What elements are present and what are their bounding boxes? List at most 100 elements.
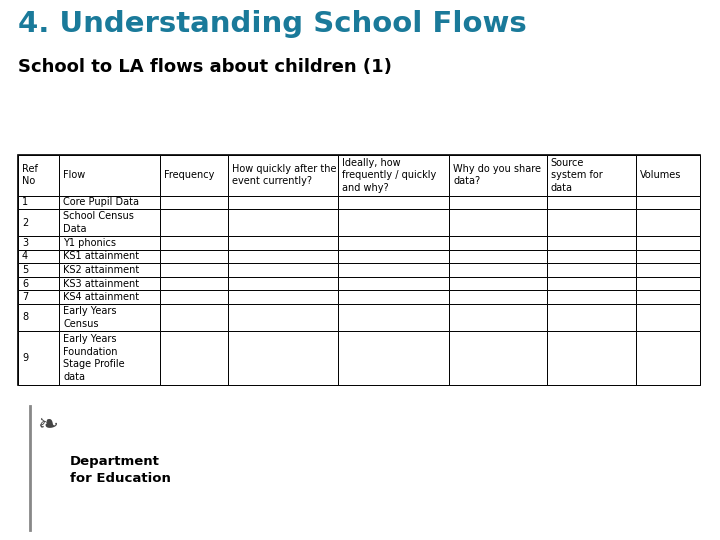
Bar [18, 209, 59, 236]
Text: ❧: ❧ [37, 413, 58, 437]
Bar [18, 263, 59, 277]
Text: 2: 2 [22, 218, 28, 228]
Bar [546, 195, 636, 209]
Bar [546, 249, 636, 263]
Bar [338, 195, 449, 209]
Bar [338, 263, 449, 277]
Bar [449, 155, 546, 195]
Bar [546, 291, 636, 304]
Bar [636, 331, 700, 385]
Text: KS3 attainment: KS3 attainment [63, 279, 139, 288]
Bar [449, 304, 546, 331]
Bar [59, 209, 161, 236]
Bar [546, 304, 636, 331]
Bar [161, 236, 228, 249]
Bar [546, 209, 636, 236]
Bar [546, 236, 636, 249]
Text: Ref
No: Ref No [22, 164, 38, 186]
Text: 7: 7 [22, 292, 28, 302]
Bar [546, 331, 636, 385]
Text: Source
system for
data: Source system for data [551, 158, 603, 193]
Text: Department
for Education: Department for Education [70, 455, 171, 484]
Bar [338, 155, 449, 195]
Bar [338, 304, 449, 331]
Bar [338, 291, 449, 304]
Bar [18, 249, 59, 263]
Bar [59, 236, 161, 249]
Bar [449, 209, 546, 236]
Bar [59, 155, 161, 195]
Text: Volumes: Volumes [640, 170, 682, 180]
Bar [228, 209, 338, 236]
Bar [338, 249, 449, 263]
Text: Flow: Flow [63, 170, 86, 180]
Text: Frequency: Frequency [164, 170, 215, 180]
Text: 9: 9 [22, 353, 28, 363]
Text: KS4 attainment: KS4 attainment [63, 292, 139, 302]
Bar [449, 291, 546, 304]
Bar [228, 195, 338, 209]
Bar [161, 331, 228, 385]
Bar [636, 155, 700, 195]
Bar [161, 249, 228, 263]
Bar [338, 277, 449, 291]
Bar [161, 263, 228, 277]
Bar [228, 263, 338, 277]
Bar [59, 195, 161, 209]
Bar [228, 291, 338, 304]
Text: KS1 attainment: KS1 attainment [63, 252, 139, 261]
Bar [338, 331, 449, 385]
Text: Early Years
Foundation
Stage Profile
data: Early Years Foundation Stage Profile dat… [63, 334, 125, 382]
Bar [59, 249, 161, 263]
Bar [636, 291, 700, 304]
Bar [18, 304, 59, 331]
Bar [636, 263, 700, 277]
Bar [636, 209, 700, 236]
Bar [161, 155, 228, 195]
Text: Why do you share
data?: Why do you share data? [453, 164, 541, 186]
Bar [161, 277, 228, 291]
Bar [18, 195, 59, 209]
Bar [18, 277, 59, 291]
Bar [161, 291, 228, 304]
Bar [228, 304, 338, 331]
Bar [338, 209, 449, 236]
Bar [161, 304, 228, 331]
Bar [636, 236, 700, 249]
Text: 3: 3 [22, 238, 28, 248]
Bar [228, 155, 338, 195]
Bar [636, 277, 700, 291]
Bar [546, 155, 636, 195]
Text: Ideally, how
frequently / quickly
and why?: Ideally, how frequently / quickly and wh… [343, 158, 436, 193]
Text: School to LA flows about children (1): School to LA flows about children (1) [18, 58, 392, 76]
Bar [161, 209, 228, 236]
Text: School Census
Data: School Census Data [63, 212, 134, 234]
Bar [449, 195, 546, 209]
Bar [18, 291, 59, 304]
Text: 8: 8 [22, 312, 28, 322]
Bar [228, 236, 338, 249]
Bar [449, 263, 546, 277]
Bar [59, 291, 161, 304]
Text: 5: 5 [22, 265, 28, 275]
Bar [59, 277, 161, 291]
Text: Core Pupil Data: Core Pupil Data [63, 197, 139, 207]
Bar [228, 331, 338, 385]
Bar [59, 331, 161, 385]
Bar [18, 155, 59, 195]
Bar [449, 236, 546, 249]
Bar [636, 195, 700, 209]
Bar [636, 304, 700, 331]
Text: 1: 1 [22, 197, 28, 207]
Bar [338, 236, 449, 249]
Bar [546, 263, 636, 277]
Bar [546, 277, 636, 291]
Text: 4. Understanding School Flows: 4. Understanding School Flows [18, 10, 527, 38]
Text: Early Years
Census: Early Years Census [63, 306, 117, 328]
Bar [18, 155, 700, 385]
Text: 4: 4 [22, 252, 28, 261]
Bar [449, 331, 546, 385]
Bar [449, 249, 546, 263]
Bar [18, 236, 59, 249]
Text: Y1 phonics: Y1 phonics [63, 238, 116, 248]
